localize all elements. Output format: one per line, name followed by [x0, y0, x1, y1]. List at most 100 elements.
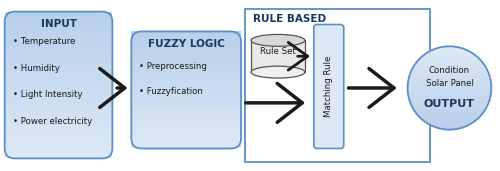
Bar	[132, 72, 241, 75]
Bar	[412, 106, 487, 107]
Bar	[4, 136, 112, 140]
Bar	[413, 107, 486, 109]
Bar	[4, 155, 112, 158]
Bar	[409, 98, 490, 99]
Bar	[426, 121, 474, 123]
Bar	[132, 108, 241, 110]
Text: Matching Rule: Matching Rule	[324, 56, 334, 117]
Bar	[416, 63, 484, 64]
Bar	[408, 95, 490, 96]
Bar	[430, 124, 469, 126]
Bar	[412, 105, 488, 106]
Bar	[132, 137, 241, 140]
Bar	[132, 61, 241, 64]
Bar	[408, 80, 490, 81]
Ellipse shape	[251, 66, 305, 78]
Bar	[4, 41, 112, 45]
Bar	[4, 96, 112, 100]
Bar	[420, 57, 478, 59]
Bar	[4, 45, 112, 48]
Bar	[408, 82, 491, 84]
Bar	[426, 53, 474, 55]
Bar	[4, 100, 112, 103]
Bar	[4, 37, 112, 41]
Bar	[245, 9, 430, 162]
Bar	[132, 40, 241, 43]
Bar	[4, 118, 112, 122]
Bar	[132, 58, 241, 61]
Bar	[4, 67, 112, 70]
Bar	[4, 34, 112, 37]
Bar	[408, 78, 490, 80]
Bar	[408, 92, 491, 94]
Bar	[4, 114, 112, 118]
Bar	[132, 55, 241, 58]
Bar	[4, 92, 112, 96]
Bar	[132, 116, 241, 119]
Bar	[411, 71, 488, 73]
Bar	[4, 48, 112, 52]
Bar	[410, 101, 489, 102]
Bar	[408, 87, 492, 88]
Bar	[4, 85, 112, 89]
Bar	[132, 140, 241, 143]
Bar	[132, 75, 241, 78]
Bar	[251, 40, 305, 72]
Bar	[409, 77, 490, 78]
Bar	[132, 131, 241, 134]
Bar	[4, 89, 112, 92]
Bar	[408, 81, 491, 82]
Bar	[4, 103, 112, 107]
Text: OUTPUT: OUTPUT	[424, 99, 475, 109]
Bar	[4, 63, 112, 67]
Bar	[424, 120, 476, 121]
Text: • Humidity: • Humidity	[12, 64, 60, 73]
Bar	[4, 12, 112, 15]
Bar	[132, 84, 241, 87]
Bar	[132, 46, 241, 49]
Bar	[412, 70, 488, 71]
Bar	[4, 19, 112, 23]
Bar	[411, 103, 488, 105]
Bar	[132, 49, 241, 52]
Bar	[428, 52, 472, 53]
Bar	[414, 109, 486, 110]
Bar	[132, 87, 241, 90]
Bar	[419, 116, 480, 117]
Bar	[408, 88, 492, 89]
Text: • Power electricity: • Power electricity	[12, 117, 92, 126]
Bar	[4, 74, 112, 78]
Bar	[408, 89, 492, 91]
Bar	[132, 119, 241, 122]
Bar	[132, 90, 241, 93]
Bar	[408, 84, 491, 85]
Bar	[408, 96, 490, 98]
Bar	[410, 99, 490, 101]
Bar	[4, 56, 112, 59]
Bar	[132, 128, 241, 131]
Bar	[4, 52, 112, 56]
Bar	[422, 56, 477, 57]
Bar	[132, 93, 241, 96]
Bar	[418, 60, 482, 62]
Bar	[4, 144, 112, 147]
Bar	[422, 119, 477, 120]
Bar	[442, 46, 457, 48]
Bar	[442, 128, 457, 130]
Bar	[436, 48, 462, 49]
Bar	[4, 78, 112, 81]
Bar	[408, 85, 492, 87]
Bar	[132, 31, 241, 34]
Bar	[4, 140, 112, 144]
Text: Solar Panel: Solar Panel	[426, 78, 474, 88]
Bar	[4, 26, 112, 30]
Bar	[132, 143, 241, 146]
Bar	[4, 122, 112, 125]
Text: • Fuzzyfication: • Fuzzyfication	[140, 87, 203, 96]
Bar	[132, 67, 241, 69]
Bar	[432, 49, 466, 50]
Bar	[132, 43, 241, 46]
Text: RULE BASED: RULE BASED	[253, 14, 326, 24]
Bar	[132, 52, 241, 55]
Bar	[132, 105, 241, 108]
